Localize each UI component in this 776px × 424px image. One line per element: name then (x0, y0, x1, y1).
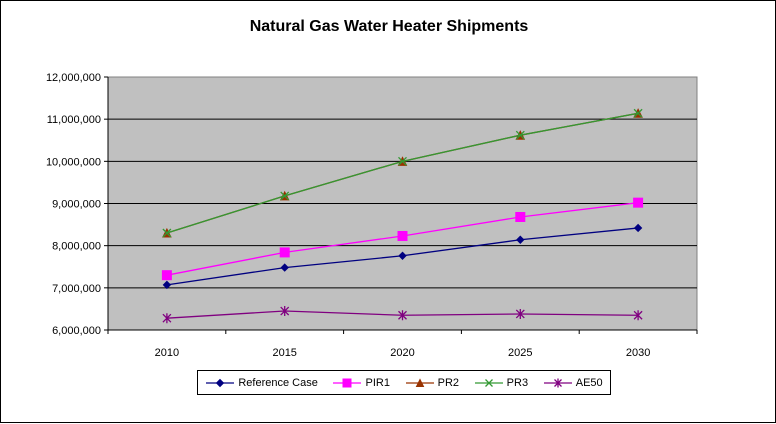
data-point-pr3 (280, 191, 290, 201)
data-point-pr3 (162, 228, 172, 238)
legend-swatch (206, 378, 235, 387)
y-tick-label: 8,000,000 (52, 241, 101, 253)
y-tick-label: 12,000,000 (46, 72, 101, 84)
x-tick-label: 2020 (390, 347, 414, 359)
data-point-pir1 (633, 197, 644, 208)
data-point-reference-case (162, 280, 172, 290)
legend-item-reference-case: Reference Case (205, 377, 318, 389)
data-point-ae50 (398, 310, 407, 321)
legend-swatch (405, 377, 434, 387)
x-tick-label: 2010 (155, 347, 179, 359)
series-ae50 (162, 306, 643, 324)
data-point-reference-case (516, 235, 525, 244)
data-point-ae50 (280, 306, 290, 317)
data-point-pir1 (161, 270, 172, 281)
data-point-ae50 (515, 308, 525, 319)
data-point-pr3 (398, 156, 407, 166)
legend-label: PR3 (506, 376, 529, 389)
legend-item-pr3: PR3 (474, 377, 528, 389)
y-tick-label: 9,000,000 (52, 199, 101, 211)
legend-item-ae50: AE50 (543, 377, 603, 389)
data-point-reference-case (280, 263, 289, 272)
data-point-pr3 (633, 108, 643, 118)
data-point-ae50 (162, 313, 172, 324)
legend-label: PR2 (437, 376, 460, 389)
data-point-pir1 (279, 247, 290, 258)
series-reference-case (162, 223, 643, 290)
y-tick-label: 10,000,000 (46, 156, 101, 168)
y-tick-label: 6,000,000 (52, 325, 101, 337)
legend-swatch (543, 378, 572, 387)
data-point-pr3 (515, 130, 525, 140)
chart-title: Natural Gas Water Heater Shipments (249, 18, 529, 35)
legend-swatch (474, 378, 503, 387)
x-tick-label: 2025 (508, 347, 532, 359)
legend-label: AE50 (575, 376, 603, 389)
legend-label: Reference Case (238, 376, 318, 389)
data-point-reference-case (398, 251, 407, 260)
series-pir1 (161, 197, 644, 281)
data-point-reference-case (633, 223, 643, 233)
x-tick-label: 2015 (272, 347, 296, 359)
chart-legend: Reference Case PIR1 PR2 PR3 AE50 (197, 370, 611, 395)
legend-item-pr2: PR2 (405, 377, 459, 389)
x-tick-label: 2030 (626, 347, 650, 359)
legend-label: PIR1 (365, 376, 390, 389)
data-point-ae50 (633, 310, 643, 321)
legend-item-pir1: PIR1 (332, 376, 390, 389)
series-pr3 (162, 108, 643, 238)
y-tick-label: 11,000,000 (47, 114, 101, 126)
data-point-pir1 (397, 230, 408, 241)
data-point-pir1 (515, 211, 526, 222)
y-tick-label: 7,000,000 (52, 283, 101, 295)
legend-swatch (333, 378, 362, 387)
